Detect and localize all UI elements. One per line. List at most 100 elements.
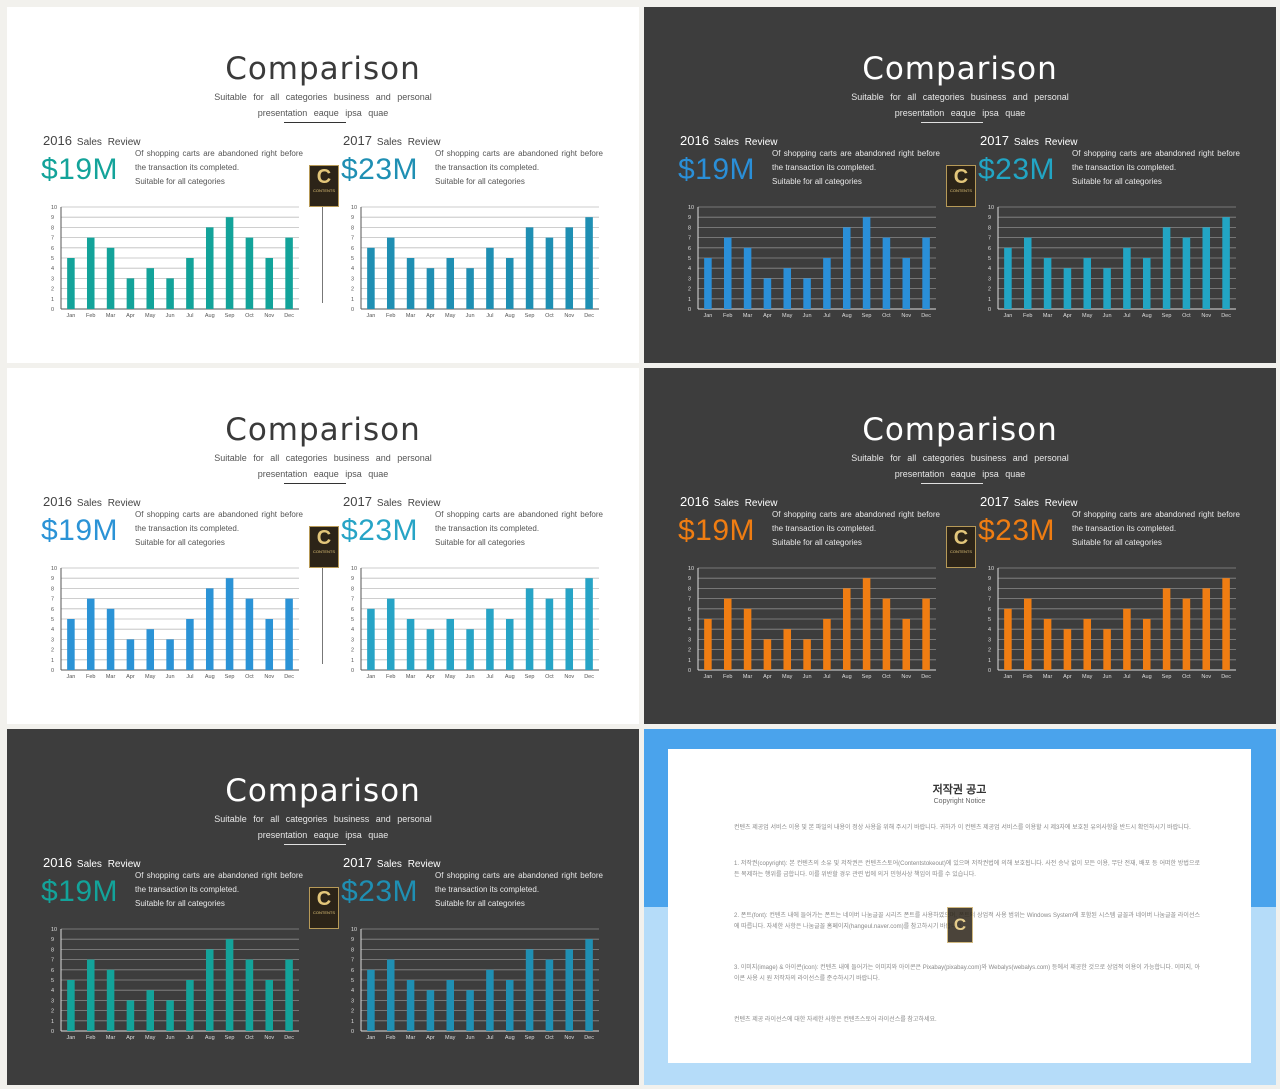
x-tick-label: Oct [545, 313, 554, 319]
sales-description: Of shopping carts are abandoned right be… [135, 149, 303, 186]
bar-aug [842, 588, 851, 670]
x-tick-label: Aug [1142, 313, 1152, 319]
slide-title: Comparison [225, 51, 421, 87]
x-tick-label: Oct [245, 674, 254, 680]
y-tick-label: 7 [988, 236, 991, 242]
x-tick-label: Mar [1043, 674, 1053, 680]
y-tick-label: 4 [988, 266, 991, 272]
bar-may [146, 629, 155, 670]
y-tick-label: 8 [988, 586, 991, 592]
x-tick-label: Feb [386, 313, 395, 319]
x-tick-label: Feb [1023, 313, 1032, 319]
y-tick-label: 9 [351, 215, 354, 221]
x-tick-label: Apr [763, 674, 772, 680]
y-tick-label: 10 [51, 205, 57, 211]
bar-aug [1142, 619, 1151, 670]
bar-may [1083, 619, 1092, 670]
logo-badge: C CONTENTS [309, 526, 339, 568]
y-tick-label: 8 [51, 947, 54, 953]
slide-4[interactable]: Comparison Suitable for all categories b… [644, 368, 1276, 724]
x-tick-label: Aug [505, 674, 515, 680]
slide-5[interactable]: Comparison Suitable for all categories b… [7, 729, 639, 1085]
bar-jan [704, 258, 712, 309]
y-tick-label: 1 [351, 1019, 354, 1025]
y-tick-label: 0 [351, 307, 354, 313]
bar-jan [367, 247, 375, 309]
bar-jun [466, 268, 474, 309]
logo-badge: C CONTENTS [309, 887, 339, 929]
bar-mar [406, 980, 415, 1031]
slide-3[interactable]: Comparison Suitable for all categories b… [7, 368, 639, 724]
bar-dec [585, 578, 593, 670]
y-tick-label: 3 [688, 276, 691, 282]
y-tick-label: 10 [51, 566, 57, 572]
bar-apr [126, 639, 135, 670]
x-tick-label: Feb [723, 674, 732, 680]
y-tick-label: 4 [688, 627, 691, 633]
bar-nov [1202, 227, 1211, 309]
x-tick-label: Apr [763, 313, 772, 319]
bar-nov [265, 619, 274, 670]
slide-subtitle: presentation eaque ipsa quae [257, 108, 389, 118]
bar-feb [386, 959, 395, 1031]
bar-aug [505, 619, 514, 670]
sales-description: Of shopping carts are abandoned right be… [435, 510, 603, 547]
x-tick-label: Jul [823, 674, 830, 680]
x-tick-label: Sep [862, 313, 872, 319]
y-tick-label: 4 [51, 988, 54, 994]
y-tick-label: 5 [51, 256, 54, 262]
y-tick-label: 0 [351, 668, 354, 674]
bar-may [783, 629, 792, 670]
slide-subtitle: Suitable for all categories business and… [851, 453, 1069, 463]
slide-6-copyright[interactable]: 저작권 공고 Copyright Notice 컨텐츠 제공업 서비스 이용 및… [644, 729, 1276, 1085]
bar-dec [922, 237, 930, 309]
y-tick-label: 7 [688, 236, 691, 242]
bar-jun [803, 278, 811, 309]
slide-1[interactable]: Comparison Suitable for all categories b… [7, 7, 639, 363]
x-tick-label: Jun [166, 313, 175, 319]
y-tick-label: 1 [351, 297, 354, 303]
x-tick-label: Nov [264, 1035, 274, 1041]
x-tick-label: Mar [743, 313, 753, 319]
slide-2[interactable]: Comparison Suitable for all categories b… [644, 7, 1276, 363]
bar-jul [1123, 608, 1131, 670]
x-tick-label: Jan [1003, 313, 1012, 319]
bar-feb [386, 598, 395, 670]
bar-sep [1162, 227, 1171, 309]
x-tick-label: Apr [126, 1035, 135, 1041]
bar-apr [426, 629, 435, 670]
x-tick-label: Dec [1221, 313, 1231, 319]
y-tick-label: 9 [51, 215, 54, 221]
x-tick-label: Jul [486, 1035, 493, 1041]
bar-jun [466, 990, 474, 1031]
bar-jun [166, 639, 174, 670]
y-tick-label: 3 [351, 998, 354, 1004]
x-tick-label: May [145, 313, 156, 319]
y-tick-label: 4 [351, 988, 354, 994]
y-tick-label: 0 [988, 668, 991, 674]
bar-oct [1182, 237, 1191, 309]
y-tick-label: 6 [688, 607, 691, 613]
x-tick-label: Aug [505, 313, 515, 319]
sales-description: Of shopping carts are abandoned right be… [772, 149, 940, 186]
bar-may [146, 268, 155, 309]
bar-mar [106, 247, 115, 309]
sales-section-2016: 2016 Sales Review $19M Of shopping carts … [41, 855, 313, 1080]
year-heading: 2016 Sales Review [43, 133, 141, 148]
y-tick-label: 1 [351, 658, 354, 664]
bar-feb [723, 598, 732, 670]
y-tick-label: 5 [51, 617, 54, 623]
bar-oct [245, 959, 254, 1031]
x-tick-label: Sep [1162, 313, 1172, 319]
bar-may [446, 619, 455, 670]
logo-badge: C [947, 907, 973, 943]
copyright-paragraph: 1. 저작권(copyright): 본 컨텐츠의 소유 및 저작권은 컨텐츠스… [734, 861, 1200, 878]
x-tick-label: Jun [466, 1035, 475, 1041]
logo-badge: C CONTENTS [946, 526, 976, 568]
x-tick-label: Jun [466, 674, 475, 680]
x-tick-label: Jul [186, 674, 193, 680]
bar-mar [106, 608, 115, 670]
copyright-paragraph: 컨텐츠 제공 라이선스에 대한 자세한 사항은 컨텐츠스토어 라이선스를 참고하… [734, 1017, 937, 1023]
y-tick-label: 9 [51, 576, 54, 582]
y-tick-label: 4 [688, 266, 691, 272]
